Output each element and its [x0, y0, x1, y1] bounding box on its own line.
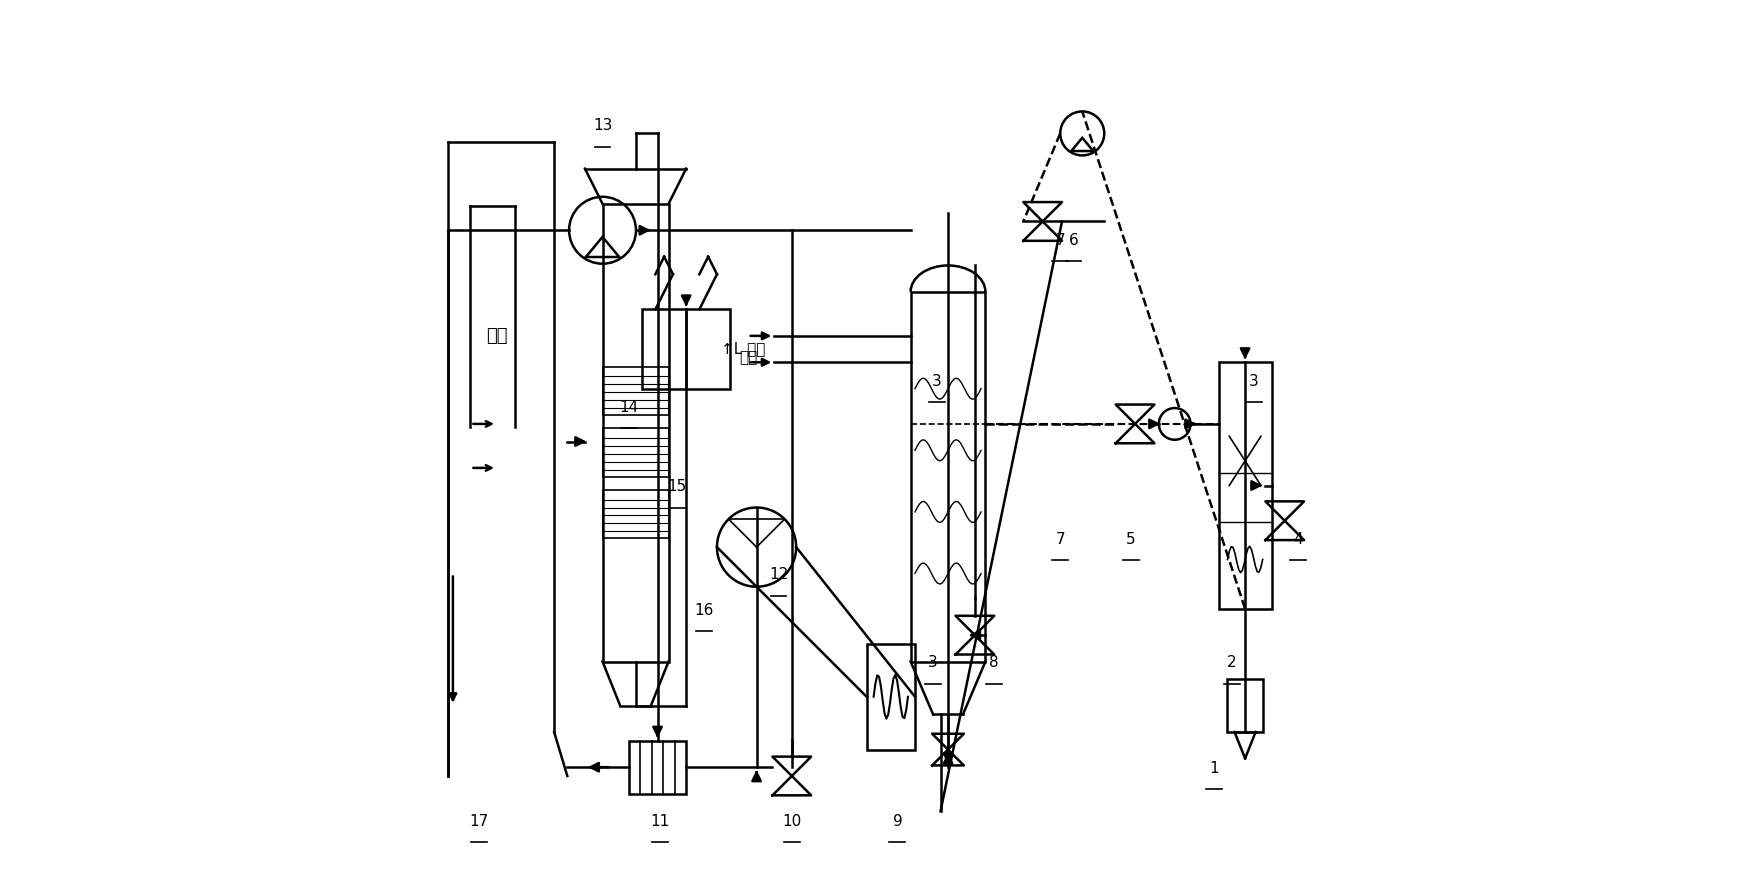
- Text: 12: 12: [768, 568, 787, 582]
- Text: 3: 3: [928, 655, 937, 670]
- Text: ↑L 空气: ↑L 空气: [721, 342, 766, 357]
- Bar: [603, 490, 669, 539]
- Text: 10: 10: [782, 814, 801, 829]
- Text: 9: 9: [892, 814, 902, 829]
- Text: 7: 7: [1056, 233, 1064, 248]
- Text: 14: 14: [620, 400, 639, 415]
- Text: 11: 11: [650, 814, 669, 829]
- Text: 3: 3: [932, 374, 942, 389]
- Bar: [643, 309, 730, 389]
- Text: 13: 13: [592, 118, 611, 133]
- Text: 6: 6: [1068, 233, 1078, 248]
- Text: 5: 5: [1125, 532, 1136, 547]
- Bar: [629, 741, 686, 794]
- Text: 8: 8: [989, 655, 1000, 670]
- Text: 3: 3: [1249, 374, 1259, 389]
- Text: 2: 2: [1226, 655, 1237, 670]
- Bar: [603, 204, 669, 661]
- Bar: [603, 366, 669, 415]
- Text: 7: 7: [1056, 532, 1064, 547]
- Text: 1: 1: [1209, 761, 1219, 776]
- Bar: [1228, 679, 1263, 732]
- Text: 17: 17: [470, 814, 490, 829]
- Text: 15: 15: [667, 479, 686, 494]
- Bar: [911, 292, 986, 661]
- Bar: [603, 428, 669, 477]
- Bar: [866, 644, 915, 750]
- Text: 空气: 空气: [739, 351, 758, 366]
- Text: 16: 16: [693, 602, 714, 617]
- Text: 4: 4: [1293, 532, 1303, 547]
- Bar: [1219, 362, 1272, 608]
- Text: 烟气: 烟气: [486, 327, 507, 345]
